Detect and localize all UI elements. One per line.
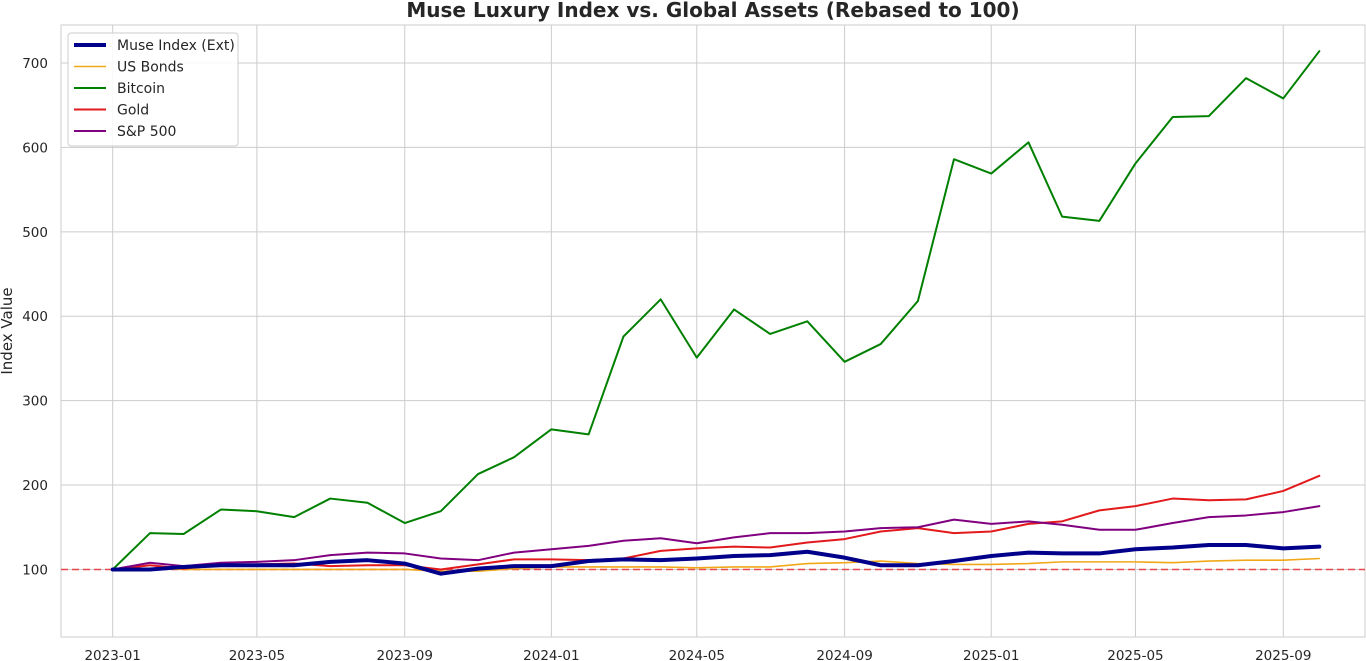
legend-label: Bitcoin: [117, 81, 165, 97]
y-tick-label: 500: [22, 225, 48, 241]
series-group: [110, 50, 1322, 576]
x-tick-label: 2023-09: [377, 648, 433, 661]
y-tick-label: 600: [22, 140, 48, 156]
tick-labels: 100 200 300 400 500 600 700 2023-01 2023-05 2023-…: [22, 56, 1311, 661]
x-tick-label: 2023-01: [84, 648, 140, 661]
x-tick-label: 2024-09: [816, 648, 872, 661]
legend-label: Gold: [117, 103, 149, 119]
y-tick-label: 200: [22, 478, 48, 494]
x-tick-label: 2025-01: [963, 648, 1019, 661]
legend-label: Muse Index (Ext): [117, 38, 235, 54]
x-tick-label: 2024-01: [523, 648, 579, 661]
y-tick-label: 700: [22, 56, 48, 72]
series-line-muse-index-ext: [110, 542, 1322, 576]
x-tick-label: 2023-05: [229, 648, 285, 661]
plot-area: [60, 24, 1366, 638]
y-tick-label: 300: [22, 394, 48, 410]
y-tick-label: 100: [22, 562, 48, 578]
legend-label: US Bonds: [117, 60, 184, 76]
x-tick-label: 2024-05: [669, 648, 725, 661]
series-line-bitcoin: [111, 50, 1321, 571]
y-tick-label: 400: [22, 309, 48, 325]
legend-label: S&P 500: [117, 124, 176, 140]
legend: Muse Index (Ext) US Bonds Bitcoin Gold S&P 5…: [67, 32, 239, 147]
x-tick-label: 2025-09: [1255, 648, 1311, 661]
series-line-s-p-500: [111, 505, 1321, 571]
y-axis-label: Index Value: [0, 287, 16, 374]
series-line-us-bonds: [111, 557, 1321, 572]
legend-box: [67, 32, 239, 147]
x-tick-label: 2025-05: [1107, 648, 1163, 661]
chart-title: Muse Luxury Index vs. Global Assets (Reb…: [406, 0, 1019, 22]
